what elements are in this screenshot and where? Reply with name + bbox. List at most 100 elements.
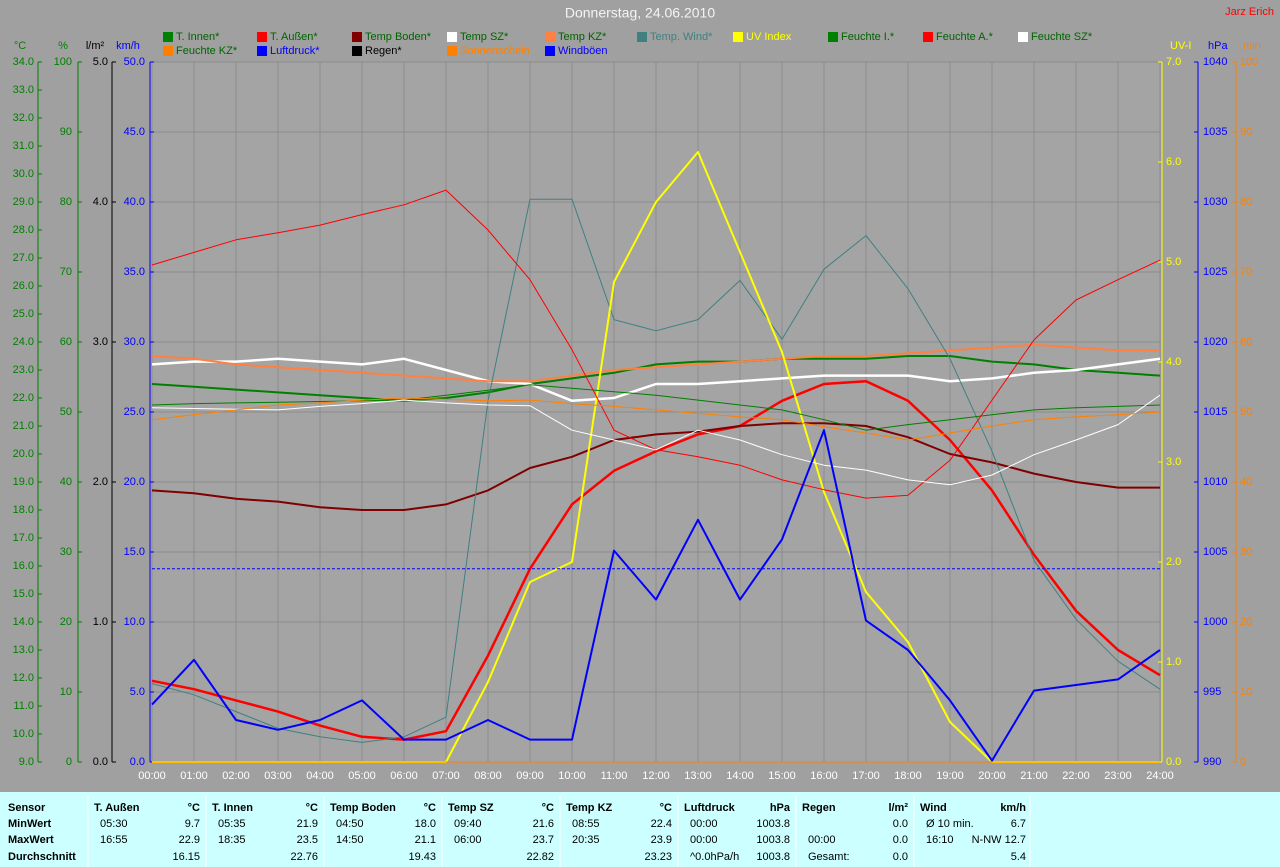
y-tick-label: 5.0 [93,56,108,68]
stats-panel [0,792,1280,867]
y-tick-label: 7.0 [1166,56,1181,68]
y-tick-label: 30 [60,546,72,558]
series-line [151,384,1161,431]
stats-group-name: Temp SZ [448,802,494,814]
stats-value: 22.9 [179,834,200,846]
y-tick-label: 1030 [1203,196,1227,208]
legend-label: Sonnenschein [460,45,530,57]
stats-value: 23.23 [644,851,672,863]
legend-label: Feuchte KZ* [176,45,238,57]
y-tick-label: 30.0 [124,336,145,348]
stats-time: Gesamt: [808,851,850,863]
y-tick-label: 1.0 [1166,656,1181,668]
y-tick-label: 32.0 [13,112,34,124]
y-tick-label: 100 [54,56,72,68]
legend-label: Feuchte I.* [841,31,895,43]
stats-time: Ø 10 min. [926,818,974,830]
y-tick-label: 0.0 [130,756,145,768]
y-tick-label: 14.0 [13,616,34,628]
stats-time: 20:35 [572,834,600,846]
stats-row-label: MaxWert [8,834,54,846]
legend-label: Feuchte SZ* [1031,31,1093,43]
stats-time: 18:35 [218,834,246,846]
y-tick-label: 40 [60,476,72,488]
stats-value: 22.82 [526,851,554,863]
y-tick-label: 40.0 [124,196,145,208]
series-line [151,394,1161,486]
stats-value: 23.5 [297,834,318,846]
legend-swatch [545,32,555,42]
legend-swatch [163,46,173,56]
stats-row-label: Durchschnitt [8,851,76,863]
y-tick-label: 6.0 [1166,156,1181,168]
y-tick-label: 26.0 [13,280,34,292]
y-tick-label: 20 [1240,616,1252,628]
stats-time: 06:00 [454,834,482,846]
legend-swatch [545,46,555,56]
y-tick-label: 15.0 [124,546,145,558]
stats-time: 16:55 [100,834,128,846]
x-tick-label: 05:00 [348,770,376,782]
y-tick-label: 30 [1240,546,1252,558]
x-tick-label: 08:00 [474,770,502,782]
x-tick-label: 11:00 [601,770,628,782]
axis-unit: min [1243,40,1261,52]
x-tick-label: 21:00 [1020,770,1048,782]
y-tick-label: 2.0 [1166,556,1181,568]
legend-label: Temp SZ* [460,31,509,43]
y-tick-label: 19.0 [13,476,34,488]
series-line [151,357,1161,403]
legend-swatch [447,32,457,42]
stats-value: 1003.8 [756,818,790,830]
y-tick-label: 80 [60,196,72,208]
y-tick-label: 40 [1240,476,1252,488]
stats-value: 0.0 [893,851,908,863]
axis-unit: °C [14,40,26,52]
stats-time: 09:40 [454,818,482,830]
legend-swatch [1018,32,1028,42]
x-tick-label: 04:00 [306,770,334,782]
legend-swatch [257,32,267,42]
stats-table: Sensor MinWert MaxWert Durchschnitt T. Außen… [8,796,1031,867]
stats-unit: hPa [770,802,791,814]
series-line [151,379,1161,741]
x-tick-label: 10:00 [558,770,586,782]
y-tick-label: 10 [60,686,72,698]
y-tick-label: 50 [1240,406,1252,418]
legend-label: T. Außen* [270,31,318,43]
legend-label: Luftdruck* [270,45,320,57]
legend-label: Feuchte A.* [936,31,994,43]
stats-time: 04:50 [336,818,364,830]
legend-swatch [352,46,362,56]
y-tick-label: 45.0 [124,126,145,138]
x-tick-label: 07:00 [432,770,460,782]
x-tick-label: 12:00 [642,770,670,782]
stats-time: ^0.0hPa/h [690,851,739,863]
y-tick-label: 20.0 [124,476,145,488]
y-tick-label: 1.0 [93,616,108,628]
y-tick-label: 29.0 [13,196,34,208]
series-line [151,343,1160,383]
legend-swatch [733,32,743,42]
y-tick-label: 13.0 [13,644,34,656]
y-tick-label: 1010 [1203,476,1227,488]
stats-value: 16.15 [172,851,200,863]
legend-swatch [257,46,267,56]
stats-value: N-NW 12.7 [972,834,1026,846]
x-tick-label: 24:00 [1146,770,1174,782]
stats-value: 22.76 [290,851,318,863]
stats-time: 16:10 [926,834,954,846]
y-tick-label: 1035 [1203,126,1227,138]
y-tick-label: 25.0 [124,406,145,418]
stats-group-name: T. Außen [94,802,140,814]
legend-label: Regen* [365,45,402,57]
stats-value: 1003.8 [756,834,790,846]
stats-time: 00:00 [808,834,836,846]
stats-unit: °C [424,802,436,814]
stats-time: 05:30 [100,818,128,830]
stats-group-name: T. Innen [212,802,253,814]
axis-unit: UV-I [1170,40,1191,52]
y-tick-label: 28.0 [13,224,34,236]
